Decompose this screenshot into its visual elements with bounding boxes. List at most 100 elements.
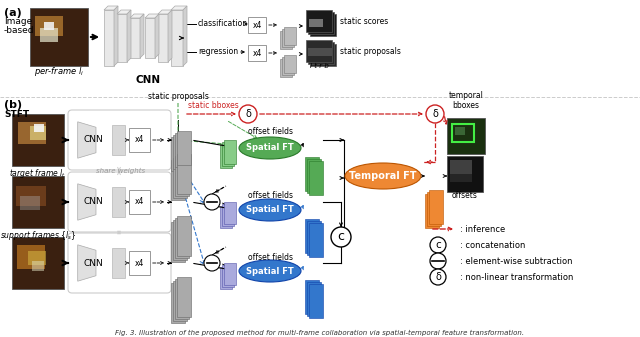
Polygon shape — [104, 6, 118, 10]
Bar — [173, 281, 187, 321]
Text: temporal
bboxes: temporal bboxes — [449, 91, 483, 110]
Text: CNN: CNN — [136, 75, 161, 85]
Text: c: c — [337, 231, 344, 244]
Bar — [224, 202, 236, 224]
Circle shape — [239, 105, 257, 123]
Bar — [282, 29, 294, 47]
Polygon shape — [171, 6, 187, 10]
Bar — [171, 10, 183, 66]
Bar — [284, 55, 296, 73]
Bar — [305, 157, 319, 191]
Bar — [32, 261, 44, 271]
Circle shape — [430, 253, 446, 269]
Bar — [35, 16, 63, 36]
Bar — [173, 135, 187, 169]
Bar — [222, 142, 234, 166]
Bar — [248, 45, 266, 61]
Bar — [20, 196, 40, 210]
Bar — [30, 126, 46, 140]
Text: x4: x4 — [252, 49, 262, 58]
Text: Spatial FT: Spatial FT — [246, 144, 294, 153]
Bar — [220, 206, 232, 228]
Text: : element-wise subtraction: : element-wise subtraction — [460, 256, 573, 266]
Polygon shape — [127, 10, 131, 62]
Bar — [145, 18, 155, 58]
FancyBboxPatch shape — [68, 110, 171, 170]
Ellipse shape — [239, 137, 301, 159]
Bar — [44, 22, 54, 30]
Bar — [28, 251, 46, 265]
Polygon shape — [77, 245, 96, 281]
Bar — [129, 190, 150, 214]
Bar — [306, 10, 332, 32]
Polygon shape — [168, 10, 172, 62]
Circle shape — [331, 227, 351, 247]
Bar — [16, 186, 46, 206]
Bar — [310, 44, 336, 66]
Bar — [175, 156, 189, 196]
Bar — [224, 140, 236, 164]
Polygon shape — [158, 10, 172, 14]
Text: δ: δ — [245, 109, 251, 119]
Bar — [112, 125, 125, 155]
Bar — [222, 204, 234, 226]
Bar — [17, 245, 45, 269]
FancyBboxPatch shape — [68, 233, 171, 293]
Bar — [175, 279, 189, 319]
Bar — [447, 118, 485, 154]
Bar — [308, 48, 332, 56]
Bar — [447, 156, 483, 192]
Polygon shape — [114, 6, 118, 66]
Bar — [177, 277, 191, 317]
Bar — [450, 174, 472, 182]
Text: offsets: offsets — [452, 190, 478, 200]
Bar — [130, 18, 140, 58]
Text: STFT: STFT — [4, 110, 29, 119]
Bar — [305, 219, 319, 253]
Text: x4: x4 — [135, 258, 144, 268]
Text: share weights: share weights — [97, 168, 145, 174]
Bar — [427, 192, 441, 226]
Circle shape — [204, 255, 220, 271]
FancyBboxPatch shape — [68, 172, 171, 232]
Polygon shape — [117, 10, 131, 14]
Text: x4: x4 — [252, 21, 262, 30]
Bar — [307, 159, 321, 193]
Text: : inference: : inference — [460, 224, 505, 234]
Text: Image: Image — [4, 17, 32, 26]
Polygon shape — [155, 14, 159, 58]
Bar — [308, 12, 334, 34]
Circle shape — [430, 237, 446, 253]
Bar — [171, 283, 185, 323]
Bar — [129, 128, 150, 152]
Bar — [220, 267, 232, 289]
Bar — [310, 14, 336, 36]
Bar — [112, 187, 125, 217]
Bar — [177, 154, 191, 194]
Bar — [173, 158, 187, 198]
Text: offset fields: offset fields — [248, 252, 293, 262]
Text: target frame $l_t$: target frame $l_t$ — [10, 167, 67, 181]
Text: Fig. 3. Illustration of the proposed method for multi-frame collaboration via sp: Fig. 3. Illustration of the proposed met… — [115, 330, 525, 336]
Text: CNN: CNN — [83, 135, 103, 145]
Bar — [305, 280, 319, 314]
Bar — [177, 131, 191, 165]
Bar — [40, 28, 58, 42]
Polygon shape — [145, 14, 159, 18]
Polygon shape — [77, 184, 96, 220]
Text: x4: x4 — [135, 197, 144, 207]
Text: offset fields: offset fields — [248, 191, 293, 201]
Bar — [224, 263, 236, 285]
Text: CNN: CNN — [83, 258, 103, 268]
Circle shape — [204, 194, 220, 210]
Bar — [309, 284, 323, 318]
Bar — [175, 218, 189, 258]
Bar — [429, 190, 443, 224]
Bar — [280, 59, 292, 77]
Text: (a): (a) — [4, 8, 22, 18]
Text: offset fields: offset fields — [248, 127, 293, 136]
Text: δ: δ — [435, 272, 441, 282]
Text: Temporal FT: Temporal FT — [349, 171, 417, 181]
Bar — [12, 114, 64, 166]
Bar — [177, 216, 191, 256]
